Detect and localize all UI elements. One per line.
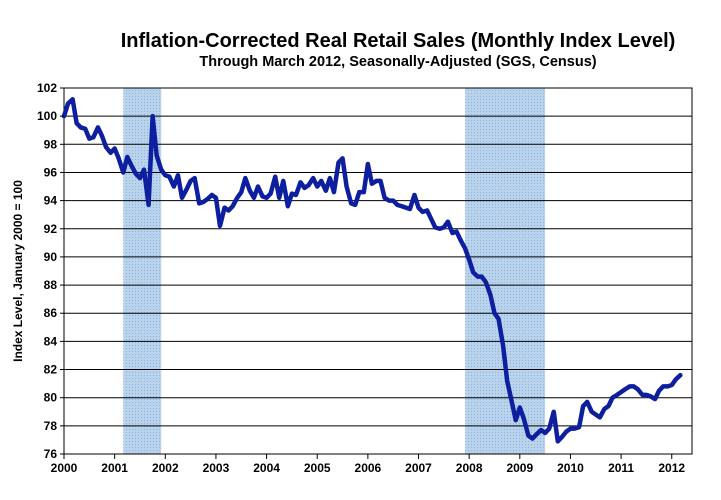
- x-tick-label-2012: 2012: [658, 461, 685, 475]
- y-tick-label-102: 102: [37, 81, 57, 95]
- y-axis-label: Index Level, January 2000 = 100: [11, 180, 25, 362]
- x-tick-label-2008: 2008: [456, 461, 483, 475]
- x-tick-label-2004: 2004: [253, 461, 280, 475]
- y-tick-label-76: 76: [44, 447, 58, 461]
- x-tick-label-2006: 2006: [355, 461, 382, 475]
- y-tick-label-98: 98: [44, 137, 58, 151]
- y-axis-ticks: 76 78 80 82 84 86 88 90 92 94 96 98 100 102: [37, 81, 64, 461]
- y-tick-label-88: 88: [44, 278, 58, 292]
- x-tick-label-2000: 2000: [51, 461, 78, 475]
- y-tick-label-92: 92: [44, 222, 58, 236]
- recession-bands: [123, 88, 546, 454]
- x-tick-label-2005: 2005: [304, 461, 331, 475]
- y-tick-label-96: 96: [44, 165, 58, 179]
- y-tick-label-100: 100: [37, 109, 57, 123]
- x-tick-label-2002: 2002: [152, 461, 179, 475]
- x-tick-label-2003: 2003: [203, 461, 230, 475]
- y-tick-label-94: 94: [44, 194, 58, 208]
- series-layer: [61, 97, 683, 444]
- chart-title: Inflation-Corrected Real Retail Sales (M…: [121, 30, 676, 52]
- series-line-1: [61, 97, 683, 444]
- y-tick-label-86: 86: [44, 306, 58, 320]
- x-tick-label-2009: 2009: [506, 461, 533, 475]
- x-tick-label-2001: 2001: [101, 461, 128, 475]
- chart-subtitle: Through March 2012, Seasonally-Adjusted …: [199, 54, 596, 70]
- x-tick-label-2011: 2011: [608, 461, 634, 475]
- y-tick-label-80: 80: [44, 391, 58, 405]
- y-tick-label-82: 82: [44, 363, 58, 377]
- plot-area-border: [63, 87, 693, 455]
- y-tick-label-84: 84: [44, 334, 58, 348]
- y-tick-label-78: 78: [44, 419, 58, 433]
- x-tick-label-2010: 2010: [557, 461, 584, 475]
- recession-band-2: [465, 88, 546, 454]
- y-tick-label-90: 90: [44, 250, 58, 264]
- x-axis-ticks: 2000 2001 2002 2003 2004 2005 2006 2007 2008 2009…: [51, 454, 685, 475]
- x-tick-label-2007: 2007: [405, 461, 432, 475]
